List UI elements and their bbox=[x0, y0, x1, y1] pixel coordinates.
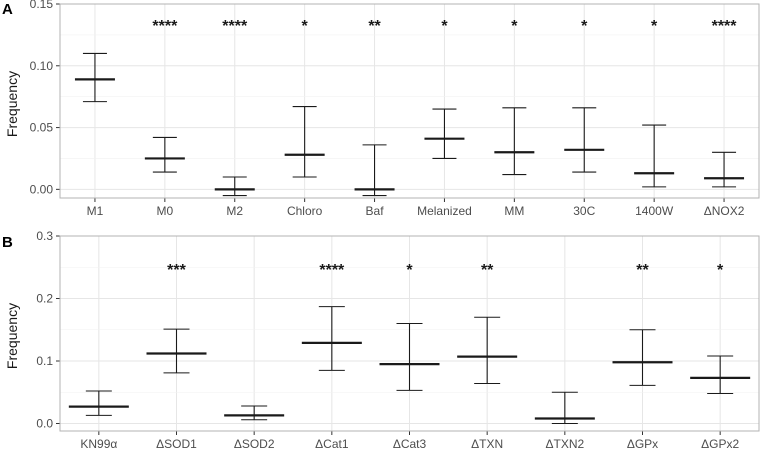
panel-b-marks bbox=[68, 306, 751, 425]
panel-a-significance-label: * bbox=[511, 18, 518, 35]
panel-b-errorbar-8 bbox=[690, 355, 751, 395]
panel-b-errorbar-1 bbox=[146, 328, 207, 374]
panel-b-significance-label: * bbox=[717, 262, 724, 279]
panel-a-errorbar-9 bbox=[704, 151, 745, 188]
panel-a-significance-label: * bbox=[581, 18, 588, 35]
panel-b-significance-label: * bbox=[406, 262, 413, 279]
panel-b-x-tick-label: ΔCat3 bbox=[393, 437, 427, 450]
panel-a-x-tick-label: Melanized bbox=[417, 204, 472, 218]
panel-a-errorbar-0 bbox=[74, 52, 115, 103]
panel-b-x-tick-label: ΔTXN2 bbox=[545, 437, 584, 450]
panel-b-errorbar-4 bbox=[379, 322, 440, 391]
panel-b-errorbar-3 bbox=[301, 306, 362, 371]
panel-a-significance: **** **** * ** * * * * **** bbox=[152, 18, 737, 35]
panel-a-x-tick-label: MM bbox=[504, 204, 524, 218]
panel-a-significance-label: **** bbox=[222, 18, 248, 35]
panel-b-significance: *** **** * ** ** * bbox=[167, 262, 724, 279]
panel-a-x-tick-label: 30C bbox=[573, 204, 595, 218]
panel-a-plot-border bbox=[59, 3, 760, 199]
panel-b-plot-border bbox=[59, 235, 760, 432]
panel-a-significance-label: ** bbox=[368, 18, 381, 35]
panel-b-significance-label: ** bbox=[481, 262, 494, 279]
panel-b: B Frequency 0.0 0.1 0.2 0.3 KN99α ΔSOD1 ΔSOD2 Δ… bbox=[2, 229, 760, 450]
panel-a-y-axis-title: Frequency bbox=[4, 71, 20, 137]
panel-a-errorbar-3 bbox=[284, 106, 325, 178]
panel-a-errorbar-8 bbox=[634, 124, 675, 188]
panel-b-errorbar-2 bbox=[224, 405, 285, 421]
panel-a-marks bbox=[74, 52, 745, 197]
panel-b-x-tick-label: ΔGPx bbox=[627, 437, 658, 450]
panel-a-x-tick-label: Baf bbox=[366, 204, 385, 218]
panel-b-label: B bbox=[2, 234, 13, 251]
panel-b-significance-label: *** bbox=[167, 262, 186, 279]
panel-b-errorbar-6 bbox=[534, 391, 595, 425]
panel-a-errorbar-2 bbox=[214, 176, 255, 197]
panel-b-y-tick-label: 0.1 bbox=[36, 354, 53, 368]
panel-a-y-tick-label: 0.10 bbox=[30, 59, 54, 73]
panel-b-y-axis-title: Frequency bbox=[4, 303, 20, 369]
panel-a-significance-label: * bbox=[651, 18, 658, 35]
panel-a-significance-label: * bbox=[302, 18, 309, 35]
panel-b-errorbar-7 bbox=[612, 329, 673, 386]
panel-b-x-tick-label: ΔCat1 bbox=[315, 437, 349, 450]
panel-b-y-tick-label: 0.3 bbox=[36, 229, 53, 243]
panel-b-x-tick-label: ΔGPx2 bbox=[701, 437, 739, 450]
panel-a-label: A bbox=[2, 1, 13, 18]
panel-a-ticks: 0.00 0.05 0.10 0.15 M1 M0 M2 Chloro Baf Melanized… bbox=[30, 0, 745, 218]
panel-b-x-tick-label: KN99α bbox=[80, 437, 117, 450]
panel-a: A Frequency 0.00 0.05 0.10 0.15 M1 M0 M2 Chloro… bbox=[2, 0, 760, 218]
panel-a-significance-label: **** bbox=[712, 18, 738, 35]
panel-a-errorbar-1 bbox=[144, 136, 185, 173]
panel-a-errorbar-5 bbox=[424, 108, 465, 160]
panel-b-x-tick-label: ΔSOD1 bbox=[156, 437, 197, 450]
panel-a-x-tick-label: Chloro bbox=[287, 204, 323, 218]
panel-a-y-tick-label: 0.00 bbox=[30, 182, 54, 196]
panel-b-significance-label: ** bbox=[636, 262, 649, 279]
panel-a-significance-label: **** bbox=[152, 18, 178, 35]
panel-b-ticks: 0.0 0.1 0.2 0.3 KN99α ΔSOD1 ΔSOD2 ΔCat1 ΔCat3 ΔTX… bbox=[36, 229, 739, 450]
panel-b-significance-label: **** bbox=[319, 262, 345, 279]
panel-a-y-tick-label: 0.05 bbox=[30, 121, 54, 135]
panel-b-errorbar-0 bbox=[68, 390, 129, 416]
panel-a-x-tick-label: M2 bbox=[226, 204, 243, 218]
panel-b-x-tick-label: ΔTXN bbox=[471, 437, 503, 450]
panel-a-x-tick-label: M1 bbox=[87, 204, 104, 218]
panel-a-errorbar-4 bbox=[354, 144, 395, 197]
panel-b-x-tick-label: ΔSOD2 bbox=[234, 437, 275, 450]
panel-a-x-tick-label: 1400W bbox=[635, 204, 674, 218]
panel-a-errorbar-6 bbox=[494, 107, 535, 176]
panel-a-significance-label: * bbox=[441, 18, 448, 35]
panel-b-errorbar-5 bbox=[457, 316, 518, 385]
panel-a-plot-frame bbox=[59, 3, 760, 199]
panel-b-y-tick-label: 0.2 bbox=[36, 292, 53, 306]
panel-a-x-tick-label: M0 bbox=[157, 204, 174, 218]
panel-a-y-tick-label: 0.15 bbox=[30, 0, 54, 11]
panel-a-x-tick-label: ΔNOX2 bbox=[704, 204, 745, 218]
panel-b-y-tick-label: 0.0 bbox=[36, 417, 53, 431]
panel-a-errorbar-7 bbox=[564, 107, 605, 173]
